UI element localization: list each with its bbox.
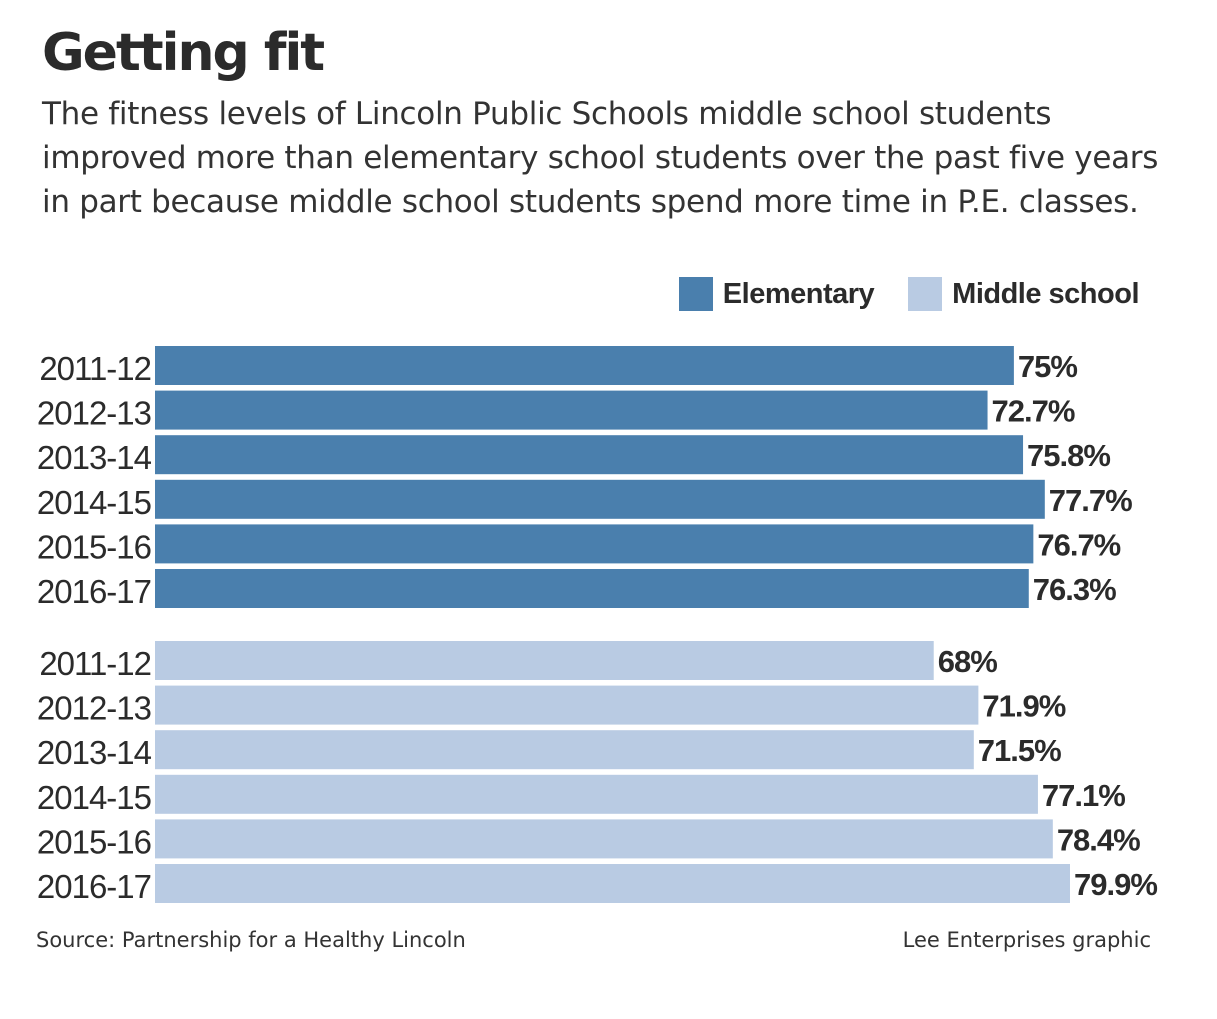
value-label-middle-school-2011-12: 68% [938, 644, 997, 679]
bar-middle-school-2011-12 [155, 641, 934, 680]
bar-elementary-2016-17 [155, 569, 1029, 608]
category-label-middle-school-2015-16: 2015-16 [37, 823, 151, 860]
value-label-elementary-2012-13: 72.7% [992, 394, 1075, 429]
category-label-middle-school-2012-13: 2012-13 [37, 690, 151, 727]
value-label-elementary-2014-15: 77.7% [1049, 483, 1132, 518]
legend-label-middle-school: Middle school [952, 277, 1139, 310]
value-label-elementary-2016-17: 76.3% [1033, 572, 1116, 607]
legend-item-middle-school: Middle school [908, 277, 1139, 311]
value-label-middle-school-2012-13: 71.9% [982, 689, 1065, 724]
bar-elementary-2013-14 [155, 435, 1024, 475]
category-label-elementary-2011-12: 2011-12 [39, 350, 151, 387]
category-label-elementary-2016-17: 2016-17 [37, 573, 151, 610]
bar-middle-school-2013-14 [155, 730, 974, 770]
value-label-elementary-2013-14: 75.8% [1027, 438, 1110, 473]
bar-middle-school-2014-15 [155, 774, 1038, 814]
graphic-credit: Lee Enterprises graphic [902, 928, 1151, 952]
bar-middle-school-2016-17 [155, 864, 1070, 903]
legend-item-elementary: Elementary [678, 277, 875, 311]
bar-middle-school-2015-16 [155, 819, 1053, 859]
category-label-middle-school-2013-14: 2013-14 [37, 734, 152, 771]
category-label-middle-school-2014-15: 2014-15 [37, 779, 151, 816]
legend-label-elementary: Elementary [722, 277, 875, 310]
value-label-middle-school-2015-16: 78.4% [1057, 822, 1140, 857]
category-label-middle-school-2011-12: 2011-12 [39, 645, 151, 682]
chart-title: Getting fit [42, 23, 325, 83]
category-label-middle-school-2016-17: 2016-17 [37, 868, 151, 905]
bar-elementary-2015-16 [155, 524, 1034, 564]
category-label-elementary-2013-14: 2013-14 [37, 439, 152, 476]
legend: Elementary Middle school [645, 274, 1139, 314]
chart-subtitle: The fitness levels of Lincoln Public Sch… [42, 96, 1159, 220]
value-label-middle-school-2016-17: 79.9% [1074, 867, 1157, 902]
value-label-elementary-2011-12: 75% [1018, 349, 1077, 384]
value-label-middle-school-2014-15: 77.1% [1042, 778, 1125, 813]
legend-swatch-elementary [678, 277, 713, 311]
source-note: Source: Partnership for a Healthy Lincol… [36, 928, 466, 952]
bar-elementary-2012-13 [155, 390, 988, 430]
legend-swatch-middle-school [908, 277, 943, 311]
bar-elementary-2011-12 [155, 346, 1014, 385]
value-label-middle-school-2013-14: 71.5% [978, 733, 1061, 768]
category-label-elementary-2014-15: 2014-15 [37, 484, 151, 521]
bar-elementary-2014-15 [155, 479, 1045, 519]
category-label-elementary-2012-13: 2012-13 [37, 395, 151, 432]
category-label-elementary-2015-16: 2015-16 [37, 528, 151, 565]
value-label-elementary-2015-16: 76.7% [1037, 527, 1120, 562]
bar-middle-school-2012-13 [155, 685, 979, 725]
